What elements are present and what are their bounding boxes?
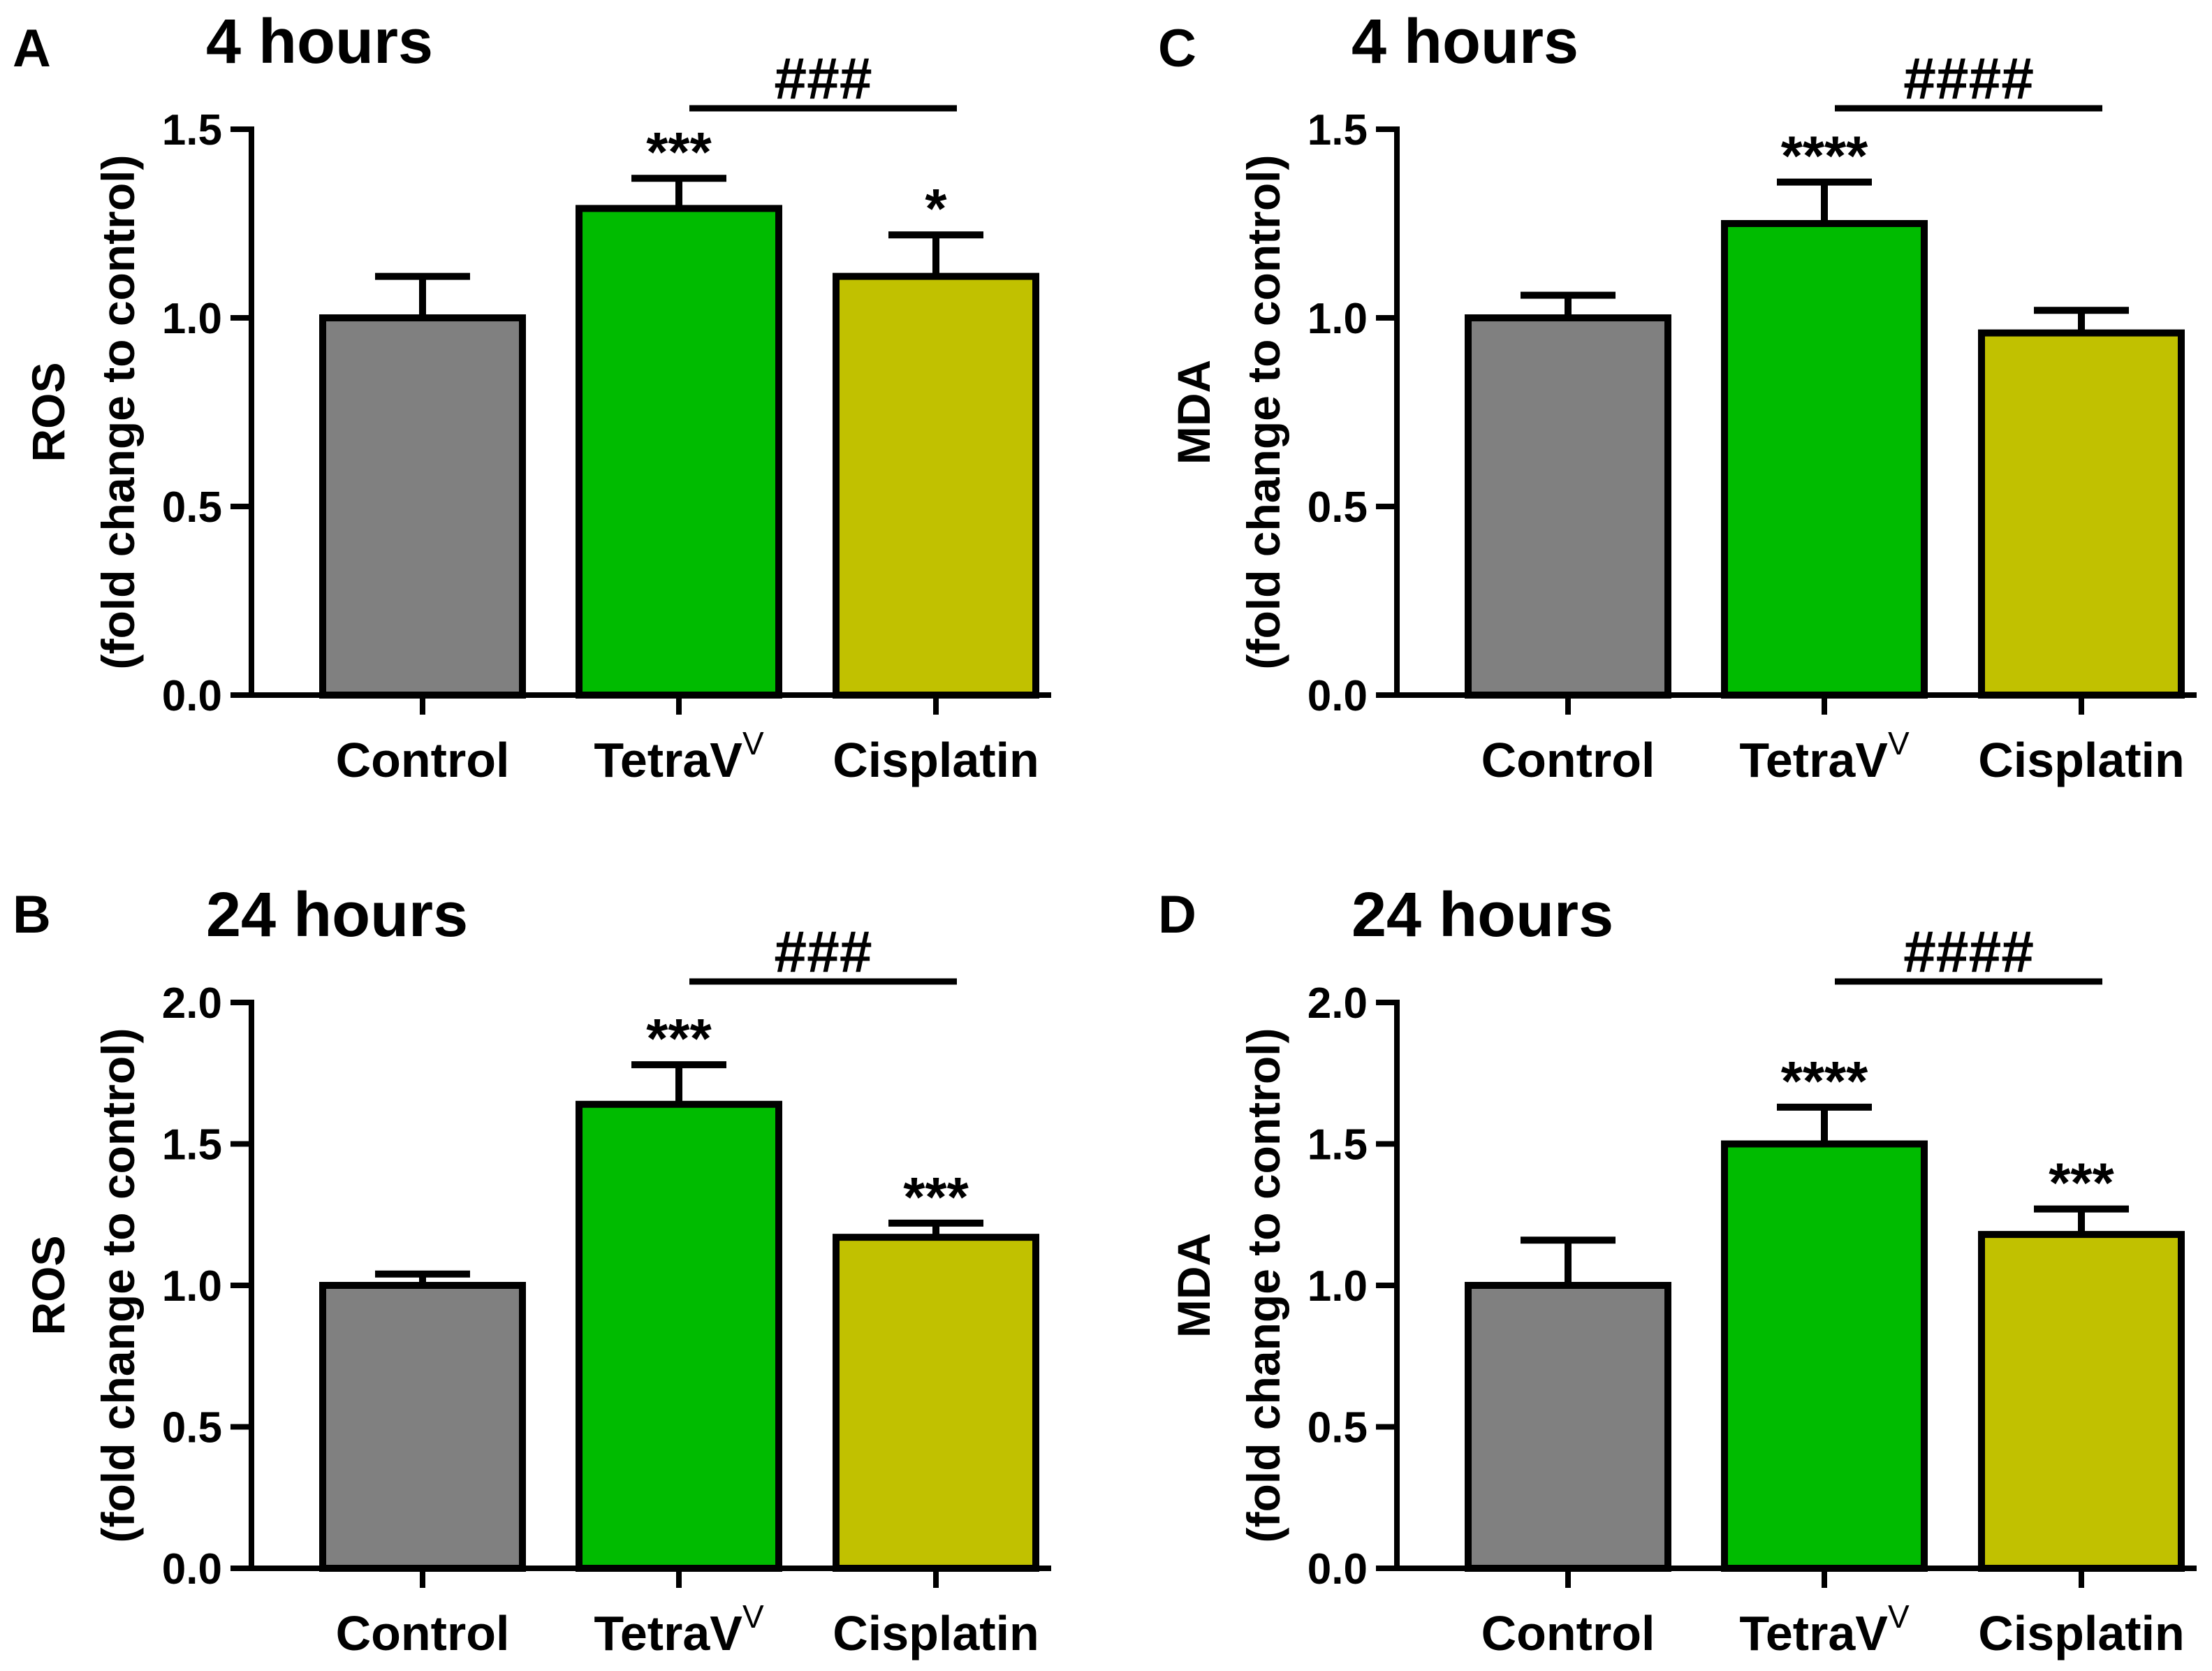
significance-label: ***	[903, 1166, 969, 1228]
comparison-label: ####	[1903, 919, 2034, 984]
y-axis-label-sub: (fold change to control)	[1238, 155, 1289, 670]
bar-control	[319, 314, 526, 699]
y-tick-label: 0.5	[162, 1404, 222, 1452]
comparison-label: ####	[1903, 45, 2034, 111]
y-tick-label: 1.5	[162, 106, 222, 154]
category-label: Control	[336, 1606, 510, 1661]
category-superscript: V	[742, 1598, 764, 1635]
bar-control	[1465, 314, 1671, 699]
bar-tetrav	[1721, 220, 1928, 699]
y-axis-label-main: MDA	[1168, 360, 1219, 465]
y-tick-label: 1.0	[162, 295, 222, 343]
category-label: TetraVV	[1739, 1598, 1910, 1661]
category-label: Control	[1481, 733, 1655, 787]
y-axis-label-sub: (fold change to control)	[1238, 1028, 1289, 1543]
comparison-label: ###	[774, 45, 872, 111]
y-tick-label: 1.5	[1308, 1121, 1368, 1169]
significance-label: ***	[646, 121, 712, 183]
bar-control	[319, 1282, 526, 1572]
category-superscript: V	[1888, 725, 1910, 761]
bar-tetrav	[576, 1100, 782, 1573]
y-tick-label: 0.0	[162, 672, 222, 720]
y-tick-label: 0.5	[1308, 483, 1368, 532]
panel-title: 4 hours	[1352, 7, 1579, 77]
y-axis-label-main: ROS	[22, 362, 74, 462]
y-axis-label-sub: (fold change to control)	[92, 1028, 144, 1543]
category-label: Cisplatin	[1978, 733, 2185, 787]
significance-label: ***	[2049, 1152, 2114, 1214]
bar-tetrav	[1721, 1140, 1928, 1572]
significance-label: ****	[1781, 125, 1868, 187]
comparison-label: ###	[774, 919, 872, 984]
y-tick-label: 0.5	[162, 483, 222, 532]
category-label: Control	[336, 733, 510, 787]
panel-letter: C	[1158, 19, 1196, 78]
bar-cisplatin	[833, 1234, 1039, 1573]
category-label: Cisplatin	[1978, 1606, 2185, 1661]
y-tick-label: 1.0	[1308, 1262, 1368, 1311]
y-axis-label-sub: (fold change to control)	[92, 155, 144, 670]
significance-label: ***	[646, 1007, 712, 1070]
y-tick-label: 0.0	[1308, 1545, 1368, 1593]
y-tick-label: 0.5	[1308, 1404, 1368, 1452]
category-label: TetraVV	[594, 1598, 764, 1661]
y-axis-label-main: ROS	[22, 1235, 74, 1335]
y-tick-label: 0.0	[162, 1545, 222, 1593]
panel-title: 24 hours	[1352, 880, 1613, 950]
bar-tetrav	[576, 205, 782, 699]
y-tick-label: 2.0	[1308, 979, 1368, 1028]
y-tick-label: 1.5	[1308, 106, 1368, 154]
significance-label: *	[925, 177, 947, 240]
panel-title: 4 hours	[206, 7, 433, 77]
panel-d: D 24 hours MDA (fold change to control) Cont…	[1158, 880, 2197, 1661]
category-label: Cisplatin	[833, 733, 1039, 787]
bar-cisplatin	[833, 272, 1039, 699]
category-label: Cisplatin	[833, 1606, 1039, 1661]
panel-letter: A	[13, 19, 51, 78]
panel-letter: D	[1158, 885, 1196, 944]
y-tick-label: 1.5	[162, 1121, 222, 1169]
bar-control	[1465, 1282, 1671, 1572]
bar-cisplatin	[1978, 329, 2185, 699]
category-label: TetraVV	[1739, 725, 1910, 787]
panel-a: A 4 hours ROS (fold change to control) Contr…	[13, 7, 1051, 787]
significance-label: ****	[1781, 1050, 1868, 1112]
y-tick-label: 1.0	[162, 1262, 222, 1311]
y-tick-label: 0.0	[1308, 672, 1368, 720]
panel-b: B 24 hours ROS (fold change to control) Cont…	[13, 880, 1051, 1661]
category-label: Control	[1481, 1606, 1655, 1661]
y-tick-label: 1.0	[1308, 295, 1368, 343]
category-label: TetraVV	[594, 725, 764, 787]
panel-title: 24 hours	[206, 880, 468, 950]
bar-cisplatin	[1978, 1231, 2185, 1572]
panel-letter: B	[13, 885, 51, 944]
y-tick-label: 2.0	[162, 979, 222, 1028]
y-axis-label-main: MDA	[1168, 1233, 1219, 1338]
panel-c: C 4 hours MDA (fold change to control) Contr…	[1158, 7, 2197, 787]
category-superscript: V	[1888, 1598, 1910, 1635]
category-superscript: V	[742, 725, 764, 761]
